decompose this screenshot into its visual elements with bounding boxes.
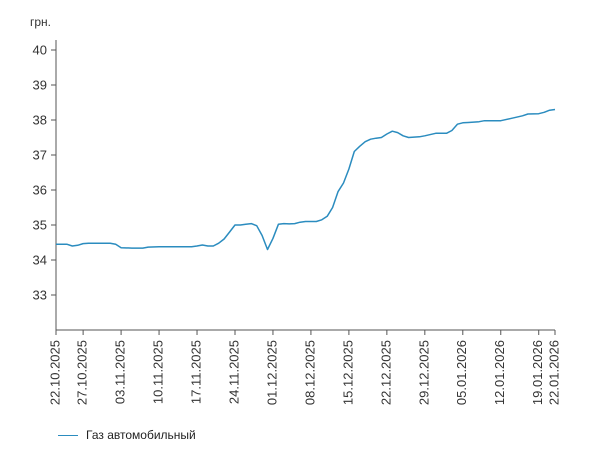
- legend-swatch: [58, 434, 78, 436]
- x-tick-label: 03.11.2025: [113, 340, 128, 404]
- y-tick-label: 35: [33, 218, 47, 233]
- x-tick-label: 22.12.2025: [378, 340, 393, 405]
- x-tick-label: 27.10.2025: [75, 340, 90, 405]
- x-tick-label: 19.01.2026: [530, 340, 545, 405]
- x-tick-label: 10.11.2025: [150, 340, 165, 404]
- y-tick-label: 40: [33, 43, 47, 58]
- x-tick-label: 22.10.2025: [47, 340, 62, 405]
- y-tick-label: 38: [33, 113, 47, 128]
- series-layer: [56, 108, 556, 251]
- legend-series-label: Газ автомобильный: [86, 428, 196, 442]
- x-tick-label: 01.12.2025: [264, 340, 279, 405]
- x-axis-ticks: 22.10.2025 27.10.2025 03.11.2025 10.11.2025…: [47, 330, 561, 405]
- y-tick-label: 34: [33, 253, 47, 268]
- x-tick-label: 29.12.2025: [416, 340, 431, 405]
- y-axis-ticks: 33 34 35 36 37 38 39 40: [33, 43, 56, 303]
- x-tick-label: 17.11.2025: [188, 340, 203, 404]
- x-tick-label: 24.11.2025: [226, 340, 241, 404]
- x-tick-label: 15.12.2025: [340, 340, 355, 405]
- y-tick-label: 37: [33, 148, 47, 163]
- x-tick-label: 22.01.2026: [546, 340, 561, 405]
- y-tick-label: 36: [33, 183, 47, 198]
- legend: Газ автомобильный: [58, 428, 196, 442]
- y-axis-unit-label: грн.: [30, 15, 51, 29]
- y-tick-label: 39: [33, 78, 47, 93]
- x-tick-label: 12.01.2026: [492, 340, 507, 405]
- series-line: [56, 108, 556, 251]
- y-tick-label: 33: [33, 288, 47, 303]
- x-tick-label: 08.12.2025: [302, 340, 317, 405]
- x-tick-label: 05.01.2026: [454, 340, 469, 405]
